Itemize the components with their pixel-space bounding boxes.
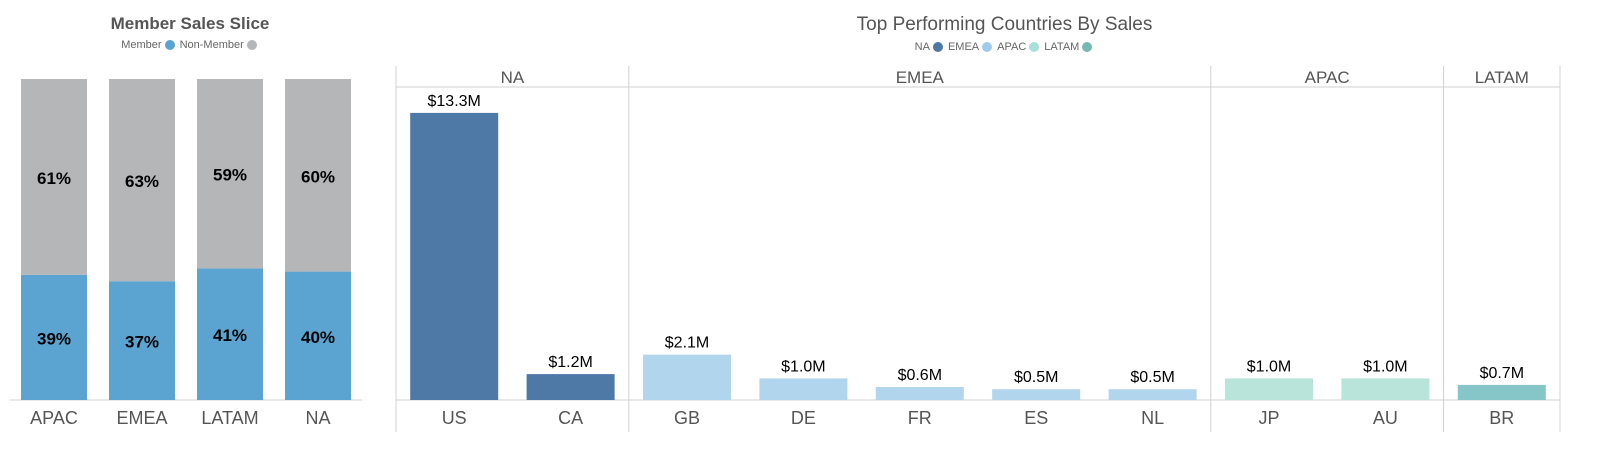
bar-gb [643,354,731,400]
bar-segment-apac-member [21,274,87,400]
data-label-br: $0.7M [1480,365,1524,382]
bar-segment-emea-non-member [109,79,175,282]
data-label-latam-non-member: 59% [213,166,247,185]
data-label-na-member: 40% [301,328,335,347]
bar-de [759,378,848,400]
x-tick-label-jp: JP [1258,408,1279,428]
x-tick-label-us: US [442,408,467,428]
member-sales-title: Member Sales Slice [110,14,270,33]
bar-au [1341,378,1430,400]
bar-us [410,112,499,401]
legend-label-latam: LATAM [1044,41,1080,53]
top-countries-legend: NA EMEA APAC LATAM [400,41,1609,53]
bar-segment-na-member [285,271,351,400]
top-countries-title: Top Performing Countries By Sales [856,14,1153,35]
legend-label-na: NA [914,41,930,53]
x-tick-label-fr: FR [908,408,932,428]
x-tick-label-na: NA [305,408,330,428]
group-header-latam: LATAM [1475,68,1529,87]
legend-dot-emea [982,42,993,52]
x-tick-label-apac: APAC [30,408,78,428]
data-label-au: $1.0M [1363,358,1407,375]
x-tick-label-emea: EMEA [116,408,167,428]
member-sales-legend: Member Non-Member [0,39,380,51]
data-label-na-non-member: 60% [301,167,335,186]
x-tick-label-de: DE [791,408,816,428]
x-tick-label-gb: GB [674,408,700,428]
legend-dot-na [932,42,943,52]
data-label-apac-member: 39% [37,329,71,348]
bar-nl [1108,389,1197,400]
bar-fr [875,387,964,400]
bar-segment-latam-member [197,268,263,400]
bar-segment-na-non-member [285,79,351,272]
legend-dot-non-member [246,40,257,50]
data-label-gb: $2.1M [665,335,709,352]
x-tick-label-nl: NL [1141,408,1164,428]
data-label-emea-non-member: 63% [125,172,159,191]
legend-label-non-member: Non-Member [179,39,244,51]
data-label-us: $13.3M [428,93,481,110]
bar-jp [1225,378,1313,400]
x-tick-label-au: AU [1373,408,1398,428]
legend-dot-member [164,40,175,50]
data-label-jp: $1.0M [1247,358,1291,375]
data-label-fr: $0.6M [898,367,942,384]
bar-segment-latam-non-member [197,79,263,269]
legend-label-member: Member [121,39,162,51]
data-label-ca: $1.2M [548,354,592,371]
group-header-apac: APAC [1305,68,1350,87]
data-label-emea-member: 37% [125,333,159,352]
group-header-na: NA [501,68,525,87]
bar-es [992,389,1081,400]
bar-br [1457,384,1546,400]
x-tick-label-es: ES [1024,408,1048,428]
x-tick-label-ca: CA [558,408,583,428]
data-label-nl: $0.5M [1130,369,1174,386]
legend-label-emea: EMEA [947,41,980,53]
legend-dot-latam [1082,42,1093,52]
data-label-apac-non-member: 61% [37,169,71,188]
data-label-latam-member: 41% [213,326,247,345]
data-label-es: $0.5M [1014,369,1058,386]
legend-dot-apac [1029,42,1040,52]
bar-ca [526,374,615,400]
x-tick-label-latam: LATAM [201,408,258,428]
x-tick-label-br: BR [1489,408,1514,428]
legend-label-apac: APAC [997,41,1027,53]
group-header-emea: EMEA [896,68,945,87]
bar-segment-emea-member [109,281,175,400]
bar-segment-apac-non-member [21,79,87,275]
data-label-de: $1.0M [781,358,825,375]
